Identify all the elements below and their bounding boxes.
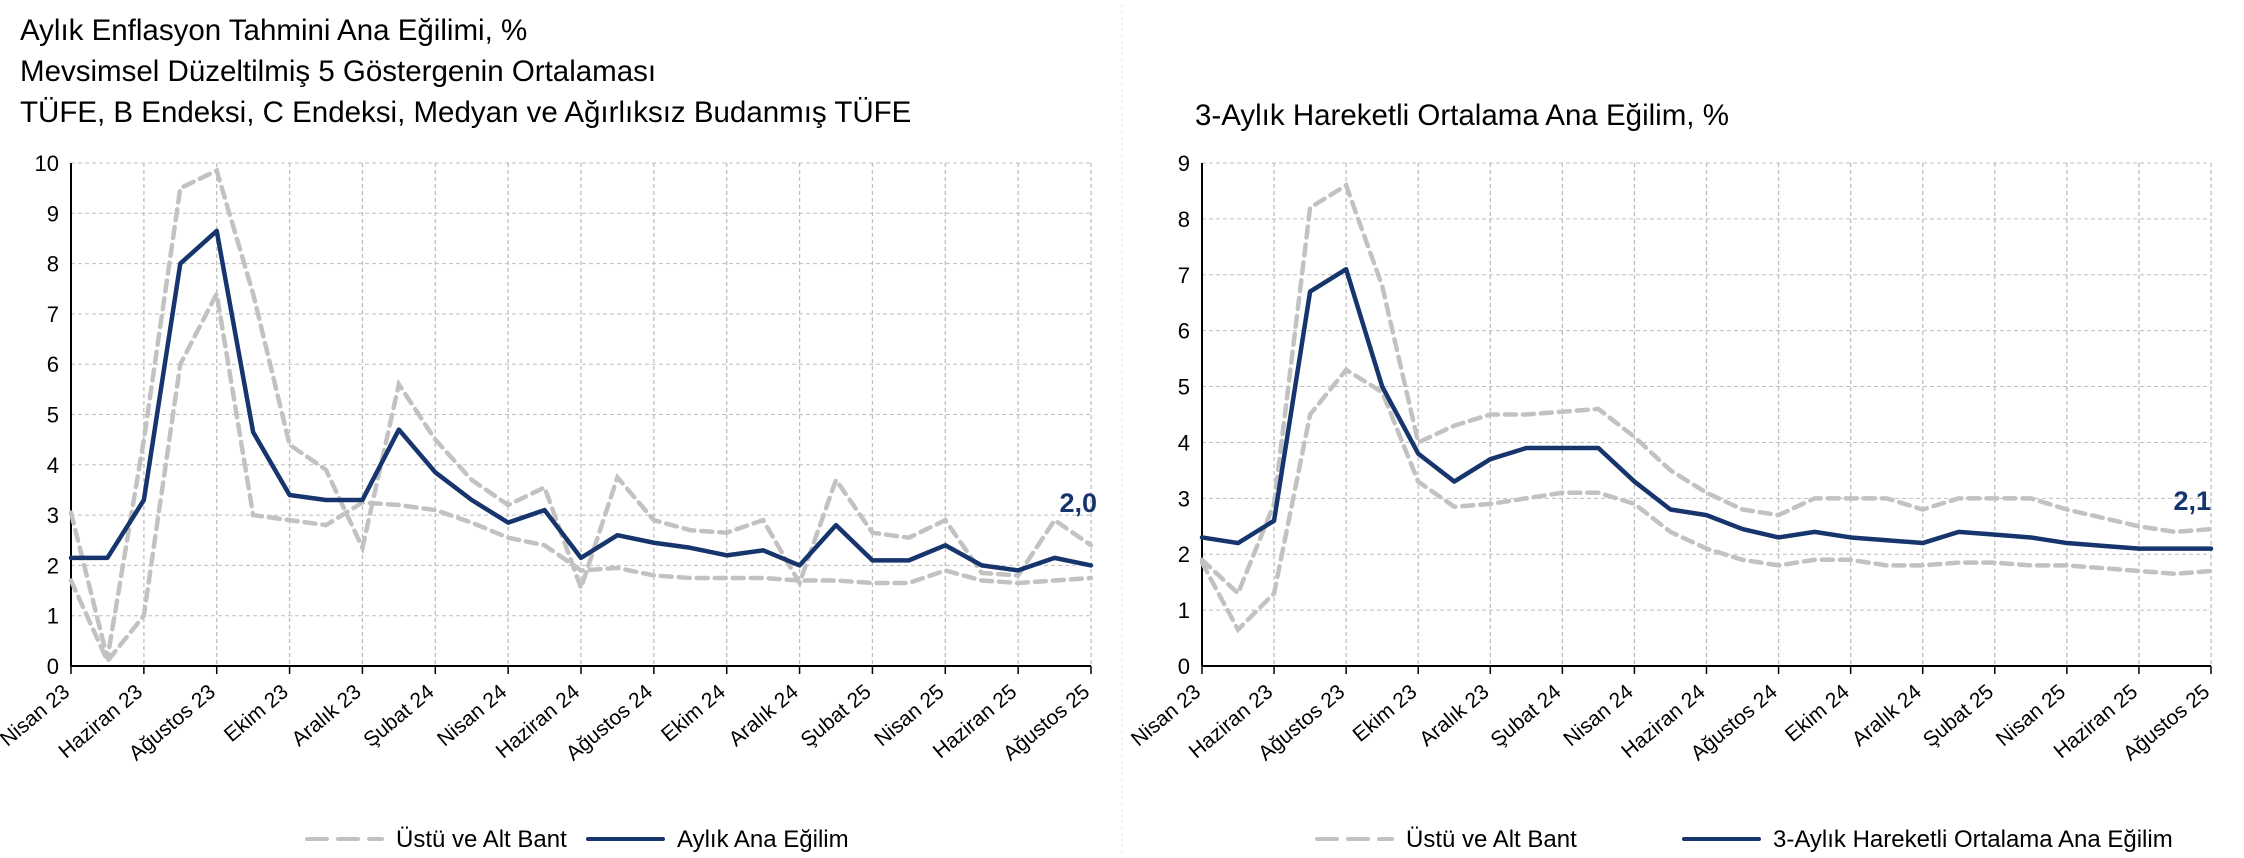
svg-text:Şubat 25: Şubat 25 <box>796 680 875 752</box>
svg-text:8: 8 <box>1178 207 1190 232</box>
svg-text:3: 3 <box>1178 486 1190 511</box>
svg-text:9: 9 <box>1178 151 1190 176</box>
svg-text:Ekim 24: Ekim 24 <box>1781 680 1854 747</box>
svg-text:8: 8 <box>47 252 59 277</box>
svg-text:5: 5 <box>1178 375 1190 400</box>
svg-text:Üstü ve Alt Bant: Üstü ve Alt Bant <box>396 826 567 853</box>
svg-text:1: 1 <box>1178 598 1190 623</box>
svg-text:2: 2 <box>1178 542 1190 567</box>
svg-text:5: 5 <box>47 403 59 428</box>
svg-text:Aralık 23: Aralık 23 <box>1415 680 1493 751</box>
svg-text:Şubat 24: Şubat 24 <box>359 680 438 752</box>
svg-text:10: 10 <box>35 151 59 176</box>
svg-text:Aralık 24: Aralık 24 <box>1848 680 1927 751</box>
svg-text:9: 9 <box>47 201 59 226</box>
svg-text:6: 6 <box>47 352 59 377</box>
svg-text:Şubat 25: Şubat 25 <box>1919 680 1998 752</box>
svg-text:Üstü ve Alt Bant: Üstü ve Alt Bant <box>1406 826 1577 853</box>
svg-text:Aralık 23: Aralık 23 <box>287 680 365 751</box>
svg-text:Aylık Ana Eğilim: Aylık Ana Eğilim <box>677 826 849 853</box>
svg-text:7: 7 <box>1178 263 1190 288</box>
svg-text:Ekim 23: Ekim 23 <box>220 680 293 746</box>
svg-text:1: 1 <box>47 604 59 629</box>
svg-text:2: 2 <box>47 553 59 578</box>
svg-text:6: 6 <box>1178 319 1190 344</box>
svg-text:2,0: 2,0 <box>1059 488 1097 518</box>
svg-text:4: 4 <box>47 453 59 478</box>
svg-text:0: 0 <box>47 654 59 679</box>
svg-text:Şubat 24: Şubat 24 <box>1486 680 1565 752</box>
svg-text:Aralık 24: Aralık 24 <box>725 680 804 751</box>
svg-text:7: 7 <box>47 302 59 327</box>
svg-text:3: 3 <box>47 503 59 528</box>
svg-text:Ekim 23: Ekim 23 <box>1349 680 1422 746</box>
svg-text:0: 0 <box>1178 654 1190 679</box>
svg-text:2,1: 2,1 <box>2173 486 2211 516</box>
svg-text:3-Aylık Hareketli Ortalama Ana: 3-Aylık Hareketli Ortalama Ana Eğilim <box>1773 826 2173 853</box>
svg-text:4: 4 <box>1178 430 1190 455</box>
svg-text:Ekim 24: Ekim 24 <box>657 680 730 747</box>
